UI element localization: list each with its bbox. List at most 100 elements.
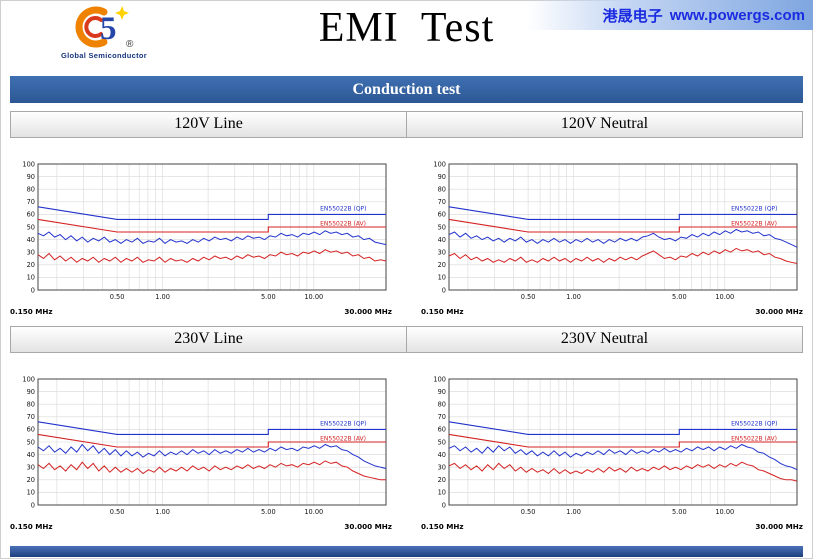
logo-spark-icon: [115, 6, 129, 20]
svg-text:30.000 MHz: 30.000 MHz: [344, 522, 392, 531]
svg-text:EN55022B (AV): EN55022B (AV): [320, 221, 366, 228]
svg-text:70: 70: [27, 198, 35, 206]
svg-text:60: 60: [27, 426, 35, 434]
svg-text:100: 100: [433, 375, 446, 383]
svg-text:10: 10: [438, 489, 446, 497]
panel-title-120v-neutral: 120V Neutral: [407, 112, 802, 137]
svg-text:10.00: 10.00: [304, 508, 323, 516]
svg-text:40: 40: [438, 451, 446, 459]
svg-text:30: 30: [438, 464, 446, 472]
svg-text:90: 90: [27, 388, 35, 396]
emi-plot: 0 10 20 30 40 50 60 70 80 90 100 0.50 1.00 5.00 10.00 0…: [421, 160, 803, 316]
panel-title-230v-neutral: 230V Neutral: [407, 327, 802, 352]
g5-logo-icon: 5 ®: [75, 6, 134, 50]
svg-text:60: 60: [27, 211, 35, 219]
svg-text:50: 50: [27, 438, 35, 446]
page-title: EMI Test: [318, 5, 495, 51]
svg-text:5.00: 5.00: [261, 508, 276, 516]
panel-title-120v-line: 120V Line: [11, 112, 407, 137]
svg-text:0.150 MHz: 0.150 MHz: [421, 522, 464, 531]
svg-text:0.50: 0.50: [521, 508, 536, 516]
svg-text:20: 20: [27, 476, 35, 484]
panel-title-row-1: 120V Line 120V Neutral: [10, 111, 803, 138]
svg-text:70: 70: [438, 198, 446, 206]
svg-text:50: 50: [27, 223, 35, 231]
svg-text:0.50: 0.50: [521, 293, 536, 301]
svg-text:10: 10: [438, 274, 446, 282]
charts-row-2: 0 10 20 30 40 50 60 70 80 90 100 0.50 1.00 5.00 10.00 0…: [0, 353, 813, 533]
svg-text:100: 100: [433, 160, 446, 168]
chart-230v-neutral: 0 10 20 30 40 50 60 70 80 90 100 0.50 1.00 5.00 10.00 0…: [419, 365, 805, 533]
svg-text:EN55022B (QP): EN55022B (QP): [320, 421, 366, 428]
svg-text:EN55022B (QP): EN55022B (QP): [320, 206, 366, 213]
chart-120v-neutral: 0 10 20 30 40 50 60 70 80 90 100 0.50 1.00 5.00 10.00 0…: [419, 150, 805, 318]
svg-text:0: 0: [442, 501, 446, 509]
svg-text:1.00: 1.00: [566, 293, 581, 301]
svg-text:5.00: 5.00: [672, 508, 687, 516]
svg-text:40: 40: [27, 451, 35, 459]
svg-text:30.000 MHz: 30.000 MHz: [344, 307, 392, 316]
footer-bar: [10, 546, 803, 557]
svg-text:1.00: 1.00: [566, 508, 581, 516]
svg-text:90: 90: [27, 173, 35, 181]
svg-text:30: 30: [27, 464, 35, 472]
emi-plot: 0 10 20 30 40 50 60 70 80 90 100 0.50 1.00 5.00 10.00 0…: [10, 375, 392, 531]
svg-text:100: 100: [22, 160, 35, 168]
svg-text:80: 80: [438, 401, 446, 409]
logo-caption: Global Semiconductor: [60, 51, 147, 60]
svg-text:30.000 MHz: 30.000 MHz: [755, 522, 803, 531]
svg-text:0.150 MHz: 0.150 MHz: [10, 522, 53, 531]
svg-text:5.00: 5.00: [261, 293, 276, 301]
emi-plot: 0 10 20 30 40 50 60 70 80 90 100 0.50 1.00 5.00 10.00 0…: [10, 160, 392, 316]
svg-text:10.00: 10.00: [304, 293, 323, 301]
svg-text:EN55022B (AV): EN55022B (AV): [731, 221, 777, 228]
vendor-banner: 港晟电子 www.powergs.com: [527, 0, 813, 30]
panel-title-230v-line: 230V Line: [11, 327, 407, 352]
svg-text:30.000 MHz: 30.000 MHz: [755, 307, 803, 316]
svg-text:80: 80: [27, 401, 35, 409]
svg-text:0: 0: [442, 286, 446, 294]
vendor-name: 港晟电子: [602, 7, 663, 25]
svg-text:EN55022B (QP): EN55022B (QP): [731, 206, 777, 213]
svg-text:20: 20: [27, 261, 35, 269]
svg-text:0: 0: [31, 501, 35, 509]
svg-text:1.00: 1.00: [155, 293, 170, 301]
svg-text:0: 0: [31, 286, 35, 294]
svg-text:80: 80: [27, 186, 35, 194]
svg-text:10: 10: [27, 489, 35, 497]
svg-text:5.00: 5.00: [672, 293, 687, 301]
svg-text:50: 50: [438, 223, 446, 231]
svg-text:30: 30: [27, 249, 35, 257]
svg-text:20: 20: [438, 261, 446, 269]
registered-mark: ®: [126, 39, 134, 49]
svg-text:0.150 MHz: 0.150 MHz: [10, 307, 53, 316]
svg-text:0.50: 0.50: [110, 508, 125, 516]
svg-text:40: 40: [27, 236, 35, 244]
svg-text:10: 10: [27, 274, 35, 282]
svg-text:80: 80: [438, 186, 446, 194]
svg-text:0.150 MHz: 0.150 MHz: [421, 307, 464, 316]
svg-text:EN55022B (AV): EN55022B (AV): [320, 436, 366, 443]
conduction-test-banner: Conduction test: [10, 76, 803, 103]
svg-text:100: 100: [22, 375, 35, 383]
svg-text:10.00: 10.00: [715, 293, 734, 301]
logo: 5 ® Global Semiconductor: [56, 3, 152, 60]
svg-text:60: 60: [438, 426, 446, 434]
emi-plot: 0 10 20 30 40 50 60 70 80 90 100 0.50 1.00 5.00 10.00 0…: [421, 375, 803, 531]
panel-title-row-2: 230V Line 230V Neutral: [10, 326, 803, 353]
logo-five: 5: [100, 11, 117, 47]
chart-230v-line: 0 10 20 30 40 50 60 70 80 90 100 0.50 1.00 5.00 10.00 0…: [8, 365, 394, 533]
svg-text:30: 30: [438, 249, 446, 257]
svg-text:20: 20: [438, 476, 446, 484]
svg-text:EN55022B (QP): EN55022B (QP): [731, 421, 777, 428]
svg-text:90: 90: [438, 173, 446, 181]
chart-120v-line: 0 10 20 30 40 50 60 70 80 90 100 0.50 1.00 5.00 10.00 0…: [8, 150, 394, 318]
svg-text:70: 70: [438, 413, 446, 421]
svg-text:90: 90: [438, 388, 446, 396]
svg-text:10.00: 10.00: [715, 508, 734, 516]
svg-text:70: 70: [27, 413, 35, 421]
svg-text:EN55022B (AV): EN55022B (AV): [731, 436, 777, 443]
vendor-url-link[interactable]: www.powergs.com: [669, 6, 805, 24]
page-header: 5 ® Global Semiconductor EMI Test 港晟电子 w…: [0, 0, 813, 76]
